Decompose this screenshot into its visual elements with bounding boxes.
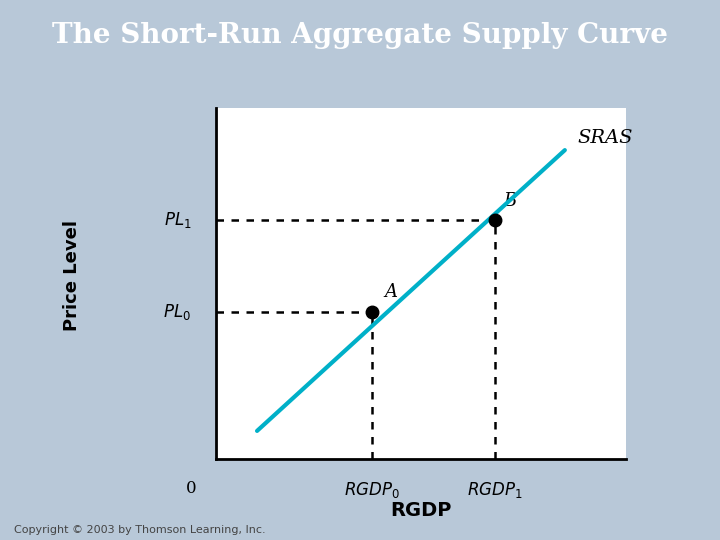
Text: RGDP: RGDP [390,501,452,520]
Text: $RGDP_0$: $RGDP_0$ [344,480,400,500]
Text: A: A [384,283,397,301]
Text: 0: 0 [186,480,197,497]
Text: B: B [503,192,516,210]
Text: $PL_0$: $PL_0$ [163,301,192,322]
Text: Copyright © 2003 by Thomson Learning, Inc.: Copyright © 2003 by Thomson Learning, In… [14,524,266,535]
Text: SRAS: SRAS [577,129,633,146]
Text: $PL_1$: $PL_1$ [163,210,192,231]
Text: The Short-Run Aggregate Supply Curve: The Short-Run Aggregate Supply Curve [52,22,668,49]
Text: Price Level: Price Level [63,220,81,331]
Text: $RGDP_1$: $RGDP_1$ [467,480,523,500]
